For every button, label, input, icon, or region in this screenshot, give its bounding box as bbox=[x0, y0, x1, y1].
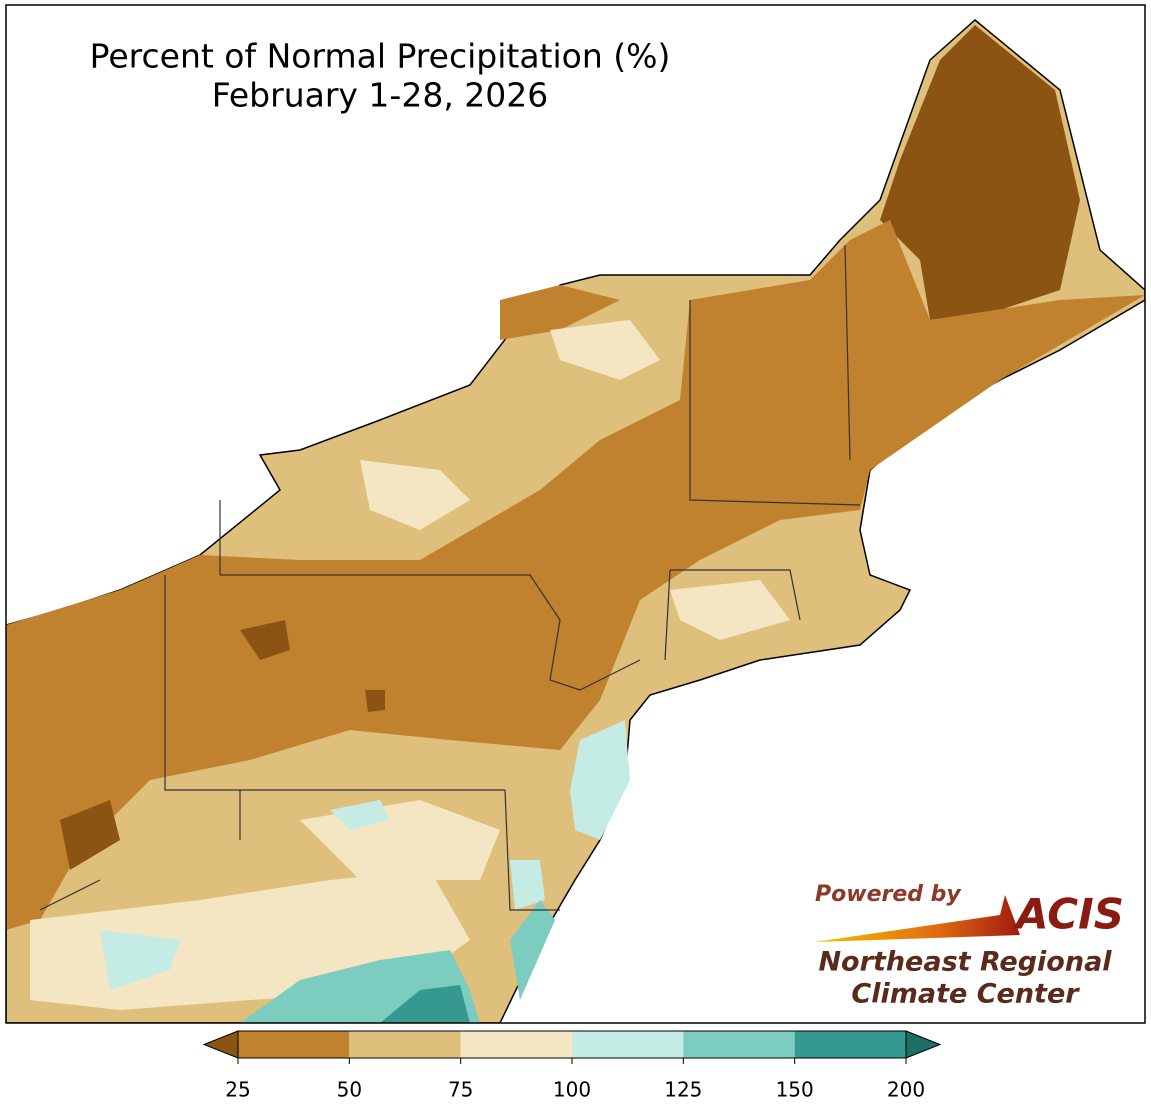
colorbar-segment bbox=[794, 1031, 906, 1058]
colorbar-tick-label: 75 bbox=[448, 1078, 473, 1102]
logo-line: Northeast Regional bbox=[818, 947, 1112, 978]
colorbar-segment bbox=[683, 1031, 795, 1058]
colorbar-under bbox=[202, 1030, 239, 1059]
colorbar-segment bbox=[349, 1031, 461, 1058]
colorbar-tick-label: 25 bbox=[225, 1078, 250, 1102]
colorbar-segment bbox=[238, 1031, 350, 1058]
colorbar-tick-label: 200 bbox=[887, 1078, 925, 1102]
logo-brand: ACIS bbox=[1013, 890, 1124, 939]
colorbar-tick-label: 50 bbox=[337, 1078, 362, 1102]
region-teal bbox=[240, 900, 555, 1023]
state-borders bbox=[39, 244, 861, 911]
logo-line: Climate Center bbox=[851, 979, 1080, 1010]
region-teal-light bbox=[100, 720, 630, 990]
map-frame bbox=[5, 4, 1146, 1024]
logo-powered: Powered by bbox=[815, 882, 962, 907]
region-brown bbox=[6, 220, 1145, 930]
colorbar-over bbox=[905, 1030, 942, 1059]
region-teal-dark bbox=[380, 985, 470, 1023]
title-line: February 1-28, 2026 bbox=[212, 76, 549, 115]
colorbar-segment bbox=[460, 1031, 572, 1058]
region-dark bbox=[880, 25, 1080, 320]
colorbar-tick-label: 150 bbox=[776, 1078, 814, 1102]
title-line: Percent of Normal Precipitation (%) bbox=[90, 37, 671, 76]
colorbar-tick-label: 100 bbox=[553, 1078, 591, 1102]
logo-swoosh bbox=[815, 895, 1020, 942]
region-dark-spots bbox=[60, 620, 385, 870]
region-brown-2 bbox=[500, 285, 620, 340]
colorbar-segment bbox=[572, 1031, 684, 1058]
colorbar: 25 50 75 100 125 150 200 bbox=[202, 1030, 942, 1102]
logo: Powered by ACIS Northeast Regional Clima… bbox=[815, 882, 1124, 1010]
map-area bbox=[6, 19, 1145, 1023]
colorbar-tick-label: 125 bbox=[664, 1078, 702, 1102]
